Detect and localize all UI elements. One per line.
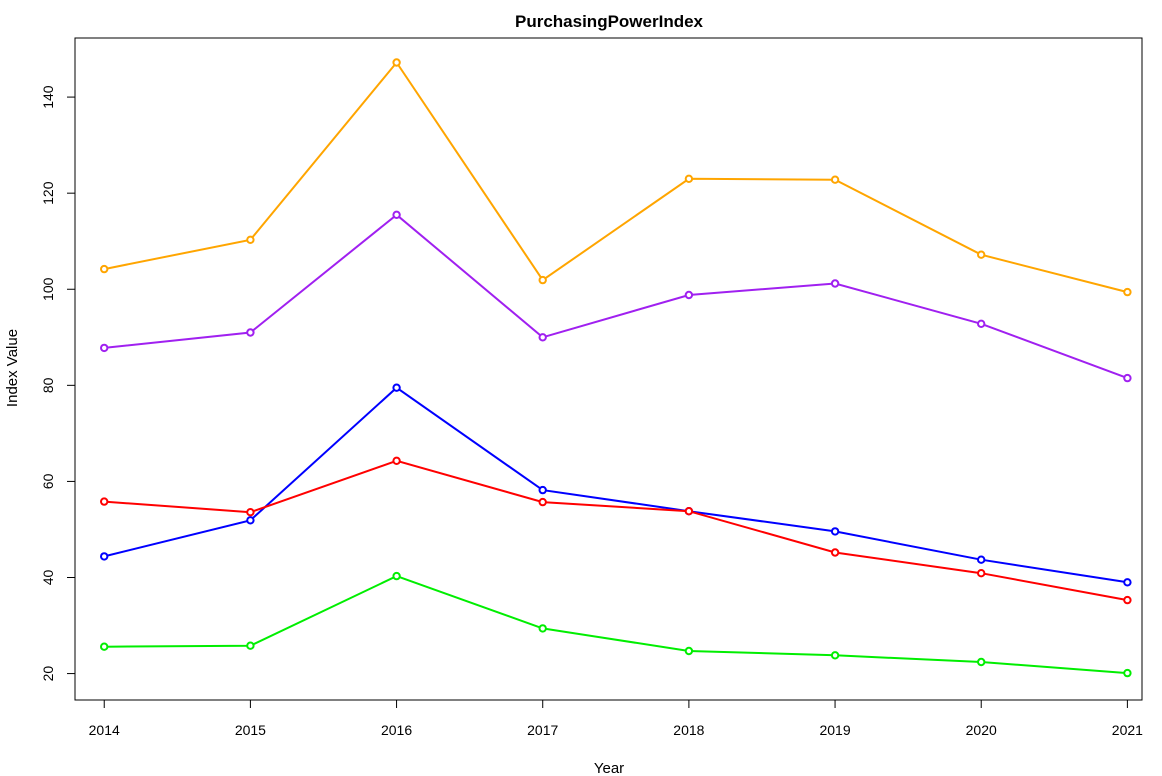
data-point xyxy=(100,552,109,561)
y-tick-label: 60 xyxy=(40,473,56,489)
series-line xyxy=(104,213,1128,380)
data-point xyxy=(246,516,255,525)
data-point xyxy=(1123,287,1132,297)
data-point xyxy=(977,657,986,667)
y-tick-label: 20 xyxy=(40,666,56,682)
data-point xyxy=(246,235,255,245)
data-point xyxy=(392,456,401,465)
data-point xyxy=(1123,578,1132,587)
data-point xyxy=(684,290,694,300)
x-axis-label: Year xyxy=(594,760,624,776)
x-tick-label: 2021 xyxy=(1112,722,1143,738)
data-point xyxy=(538,485,547,495)
y-tick-label: 140 xyxy=(40,85,56,109)
data-point xyxy=(977,569,986,578)
data-point xyxy=(392,571,401,581)
x-tick-label: 2018 xyxy=(673,722,704,738)
x-axis: 2014 2015 2016 2017 2018 2019 2020 2021 xyxy=(89,699,1143,738)
data-point xyxy=(392,210,401,220)
data-point xyxy=(392,383,401,392)
data-point xyxy=(977,250,986,259)
series-0 xyxy=(100,58,1132,297)
data-point xyxy=(100,264,109,274)
data-point xyxy=(830,279,840,288)
y-axis: 20 40 60 80 100 120 140 xyxy=(40,85,76,682)
series-3 xyxy=(100,456,1132,605)
data-point xyxy=(1123,373,1132,383)
data-point xyxy=(977,555,986,564)
y-tick-label: 40 xyxy=(40,569,56,585)
data-point xyxy=(830,548,840,557)
data-point xyxy=(977,319,986,328)
data-point xyxy=(100,642,109,651)
data-point xyxy=(246,328,255,337)
data-point xyxy=(392,58,401,67)
x-tick-label: 2014 xyxy=(89,722,120,738)
series-2 xyxy=(100,383,1132,587)
data-point xyxy=(684,174,694,184)
data-point xyxy=(246,508,255,517)
y-axis-label: Index Value xyxy=(4,329,21,407)
data-point xyxy=(1123,595,1132,605)
series-line xyxy=(104,459,1128,602)
data-point xyxy=(1123,668,1132,678)
series-line xyxy=(104,575,1128,675)
data-point xyxy=(538,624,547,633)
x-tick-label: 2015 xyxy=(235,722,266,738)
x-tick-label: 2017 xyxy=(527,722,558,738)
y-tick-label: 120 xyxy=(40,181,56,205)
series-line xyxy=(104,60,1128,294)
data-point xyxy=(830,651,840,660)
data-point xyxy=(684,646,694,656)
data-point xyxy=(538,275,547,285)
series-layer xyxy=(100,58,1132,678)
x-tick-label: 2020 xyxy=(966,722,997,738)
data-point xyxy=(830,175,840,184)
data-point xyxy=(684,507,694,516)
y-tick-label: 80 xyxy=(40,377,56,393)
data-point xyxy=(246,641,255,650)
plot-frame xyxy=(74,37,1143,701)
x-tick-label: 2016 xyxy=(381,722,412,738)
data-point xyxy=(538,497,547,507)
chart-title: PurchasingPowerIndex xyxy=(515,12,704,31)
data-point xyxy=(100,497,109,506)
data-point xyxy=(538,333,547,342)
data-point xyxy=(830,527,840,536)
series-line xyxy=(103,386,1128,584)
series-4 xyxy=(100,571,1132,678)
y-tick-label: 100 xyxy=(40,277,56,301)
series-1 xyxy=(100,210,1132,383)
data-point xyxy=(100,343,109,353)
x-tick-label: 2019 xyxy=(819,722,850,738)
